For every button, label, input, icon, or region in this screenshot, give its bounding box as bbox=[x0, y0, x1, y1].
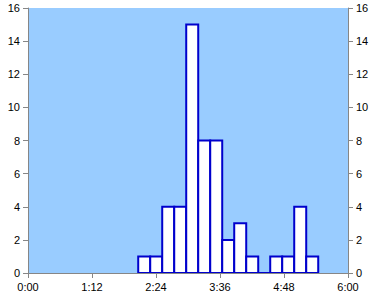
svg-text:6: 6 bbox=[356, 168, 362, 180]
svg-text:8: 8 bbox=[356, 135, 362, 147]
svg-text:6:00: 6:00 bbox=[337, 281, 358, 293]
svg-text:0: 0 bbox=[356, 267, 362, 279]
svg-text:4:48: 4:48 bbox=[273, 281, 294, 293]
svg-text:16: 16 bbox=[356, 2, 368, 14]
svg-text:12: 12 bbox=[356, 68, 368, 80]
svg-text:3:36: 3:36 bbox=[209, 281, 230, 293]
svg-text:0:00: 0:00 bbox=[17, 281, 38, 293]
svg-text:4: 4 bbox=[14, 201, 20, 213]
svg-text:10: 10 bbox=[356, 101, 368, 113]
svg-text:16: 16 bbox=[8, 2, 20, 14]
svg-text:10: 10 bbox=[8, 101, 20, 113]
svg-text:2: 2 bbox=[14, 234, 20, 246]
svg-text:6: 6 bbox=[14, 168, 20, 180]
svg-text:1:12: 1:12 bbox=[81, 281, 102, 293]
svg-text:2: 2 bbox=[356, 234, 362, 246]
svg-text:8: 8 bbox=[14, 135, 20, 147]
svg-text:2:24: 2:24 bbox=[145, 281, 166, 293]
svg-text:4: 4 bbox=[356, 201, 362, 213]
svg-text:14: 14 bbox=[356, 35, 368, 47]
svg-text:14: 14 bbox=[8, 35, 20, 47]
svg-text:0: 0 bbox=[14, 267, 20, 279]
svg-text:12: 12 bbox=[8, 68, 20, 80]
